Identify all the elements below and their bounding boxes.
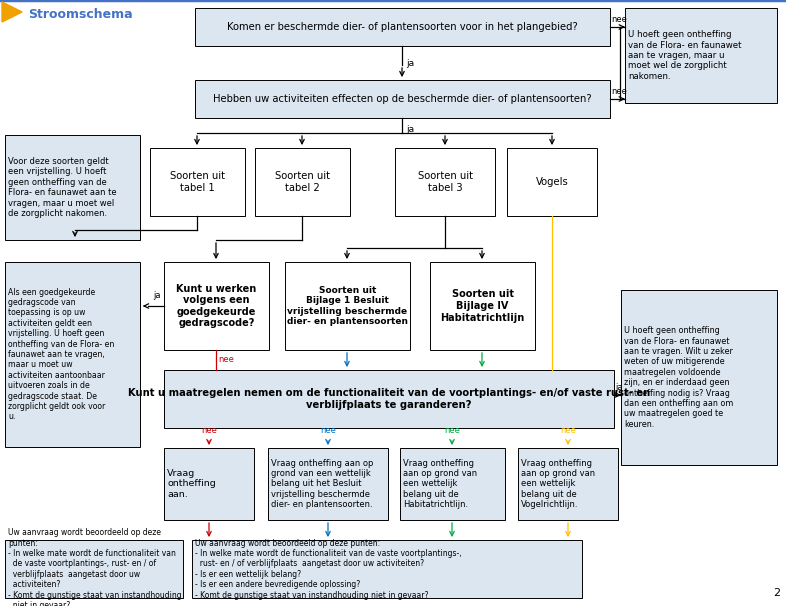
Text: Soorten uit
tabel 1: Soorten uit tabel 1 (170, 171, 225, 193)
Text: Voor deze soorten geldt
een vrijstelling. U hoeft
geen ontheffing van de
Flora- : Voor deze soorten geldt een vrijstelling… (8, 157, 116, 218)
Text: U hoeft geen ontheffing
van de Flora- en faunawet
aan te vragen, maar u
moet wel: U hoeft geen ontheffing van de Flora- en… (628, 30, 741, 81)
FancyBboxPatch shape (5, 135, 140, 240)
FancyBboxPatch shape (150, 148, 245, 216)
Text: Vraag ontheffing
aan op grond van
een wettelijk
belang uit de
Vogelrichtlijn.: Vraag ontheffing aan op grond van een we… (521, 459, 595, 509)
Text: 2: 2 (773, 588, 780, 598)
Text: Uw aanvraag wordt beoordeeld op deze
punten:
- In welke mate wordt de functional: Uw aanvraag wordt beoordeeld op deze pun… (8, 528, 182, 606)
Text: nee: nee (320, 426, 336, 435)
Text: nee: nee (611, 87, 627, 96)
Text: ja: ja (406, 125, 414, 135)
Text: Als een goedgekeurde
gedragscode van
toepassing is op uw
activiteiten geldt een
: Als een goedgekeurde gedragscode van toe… (8, 288, 115, 421)
Text: Soorten uit
Bijlage IV
Habitatrichtlijn: Soorten uit Bijlage IV Habitatrichtlijn (440, 290, 524, 322)
Polygon shape (2, 2, 22, 22)
FancyBboxPatch shape (268, 448, 388, 520)
Text: Vraag ontheffing aan op
grond van een wettelijk
belang uit het Besluit
vrijstell: Vraag ontheffing aan op grond van een we… (271, 459, 373, 509)
FancyBboxPatch shape (255, 148, 350, 216)
FancyBboxPatch shape (164, 370, 614, 428)
Text: Vogels: Vogels (535, 177, 568, 187)
FancyBboxPatch shape (395, 148, 495, 216)
FancyBboxPatch shape (621, 290, 777, 465)
Text: Komen er beschermde dier- of plantensoorten voor in het plangebied?: Komen er beschermde dier- of plantensoor… (227, 22, 578, 32)
FancyBboxPatch shape (285, 262, 410, 350)
Text: Vraag
ontheffing
aan.: Vraag ontheffing aan. (167, 469, 215, 499)
Text: Soorten uit
tabel 3: Soorten uit tabel 3 (417, 171, 472, 193)
FancyBboxPatch shape (195, 80, 610, 118)
Text: Uw aanvraag wordt beoordeeld op deze punten:
- In welke mate wordt de functional: Uw aanvraag wordt beoordeeld op deze pun… (195, 539, 461, 599)
Text: Soorten uit
tabel 2: Soorten uit tabel 2 (275, 171, 330, 193)
Text: nee: nee (560, 426, 576, 435)
FancyBboxPatch shape (430, 262, 535, 350)
FancyBboxPatch shape (625, 8, 777, 103)
Text: ja: ja (406, 59, 414, 67)
Text: U hoeft geen ontheffing
van de Flora- en faunawet
aan te vragen. Wilt u zeker
we: U hoeft geen ontheffing van de Flora- en… (624, 326, 733, 429)
FancyBboxPatch shape (195, 8, 610, 46)
Text: Kunt u werken
volgens een
goedgekeurde
gedragscode?: Kunt u werken volgens een goedgekeurde g… (176, 284, 256, 328)
FancyBboxPatch shape (507, 148, 597, 216)
Text: nee: nee (218, 356, 234, 364)
Text: Soorten uit
Bijlage 1 Besluit
vrijstelling beschermde
dier- en plantensoorten: Soorten uit Bijlage 1 Besluit vrijstelli… (287, 286, 408, 326)
Text: nee: nee (444, 426, 460, 435)
Text: Vraag ontheffing
aan op grond van
een wettelijk
belang uit de
Habitatrichtlijn.: Vraag ontheffing aan op grond van een we… (403, 459, 477, 509)
Text: ja: ja (615, 383, 623, 392)
FancyBboxPatch shape (164, 262, 269, 350)
FancyBboxPatch shape (164, 448, 254, 520)
Text: nee: nee (611, 15, 627, 24)
FancyBboxPatch shape (5, 540, 183, 598)
FancyBboxPatch shape (400, 448, 505, 520)
FancyBboxPatch shape (192, 540, 582, 598)
Text: Kunt u maatregelen nemen om de functionaliteit van de voortplantings- en/of vast: Kunt u maatregelen nemen om de functiona… (128, 388, 650, 410)
Text: ja: ja (153, 291, 161, 300)
FancyBboxPatch shape (5, 262, 140, 447)
Text: Hebben uw activiteiten effecten op de beschermde dier- of plantensoorten?: Hebben uw activiteiten effecten op de be… (213, 94, 592, 104)
Text: nee: nee (201, 426, 217, 435)
FancyBboxPatch shape (518, 448, 618, 520)
Text: Stroomschema: Stroomschema (28, 7, 133, 21)
